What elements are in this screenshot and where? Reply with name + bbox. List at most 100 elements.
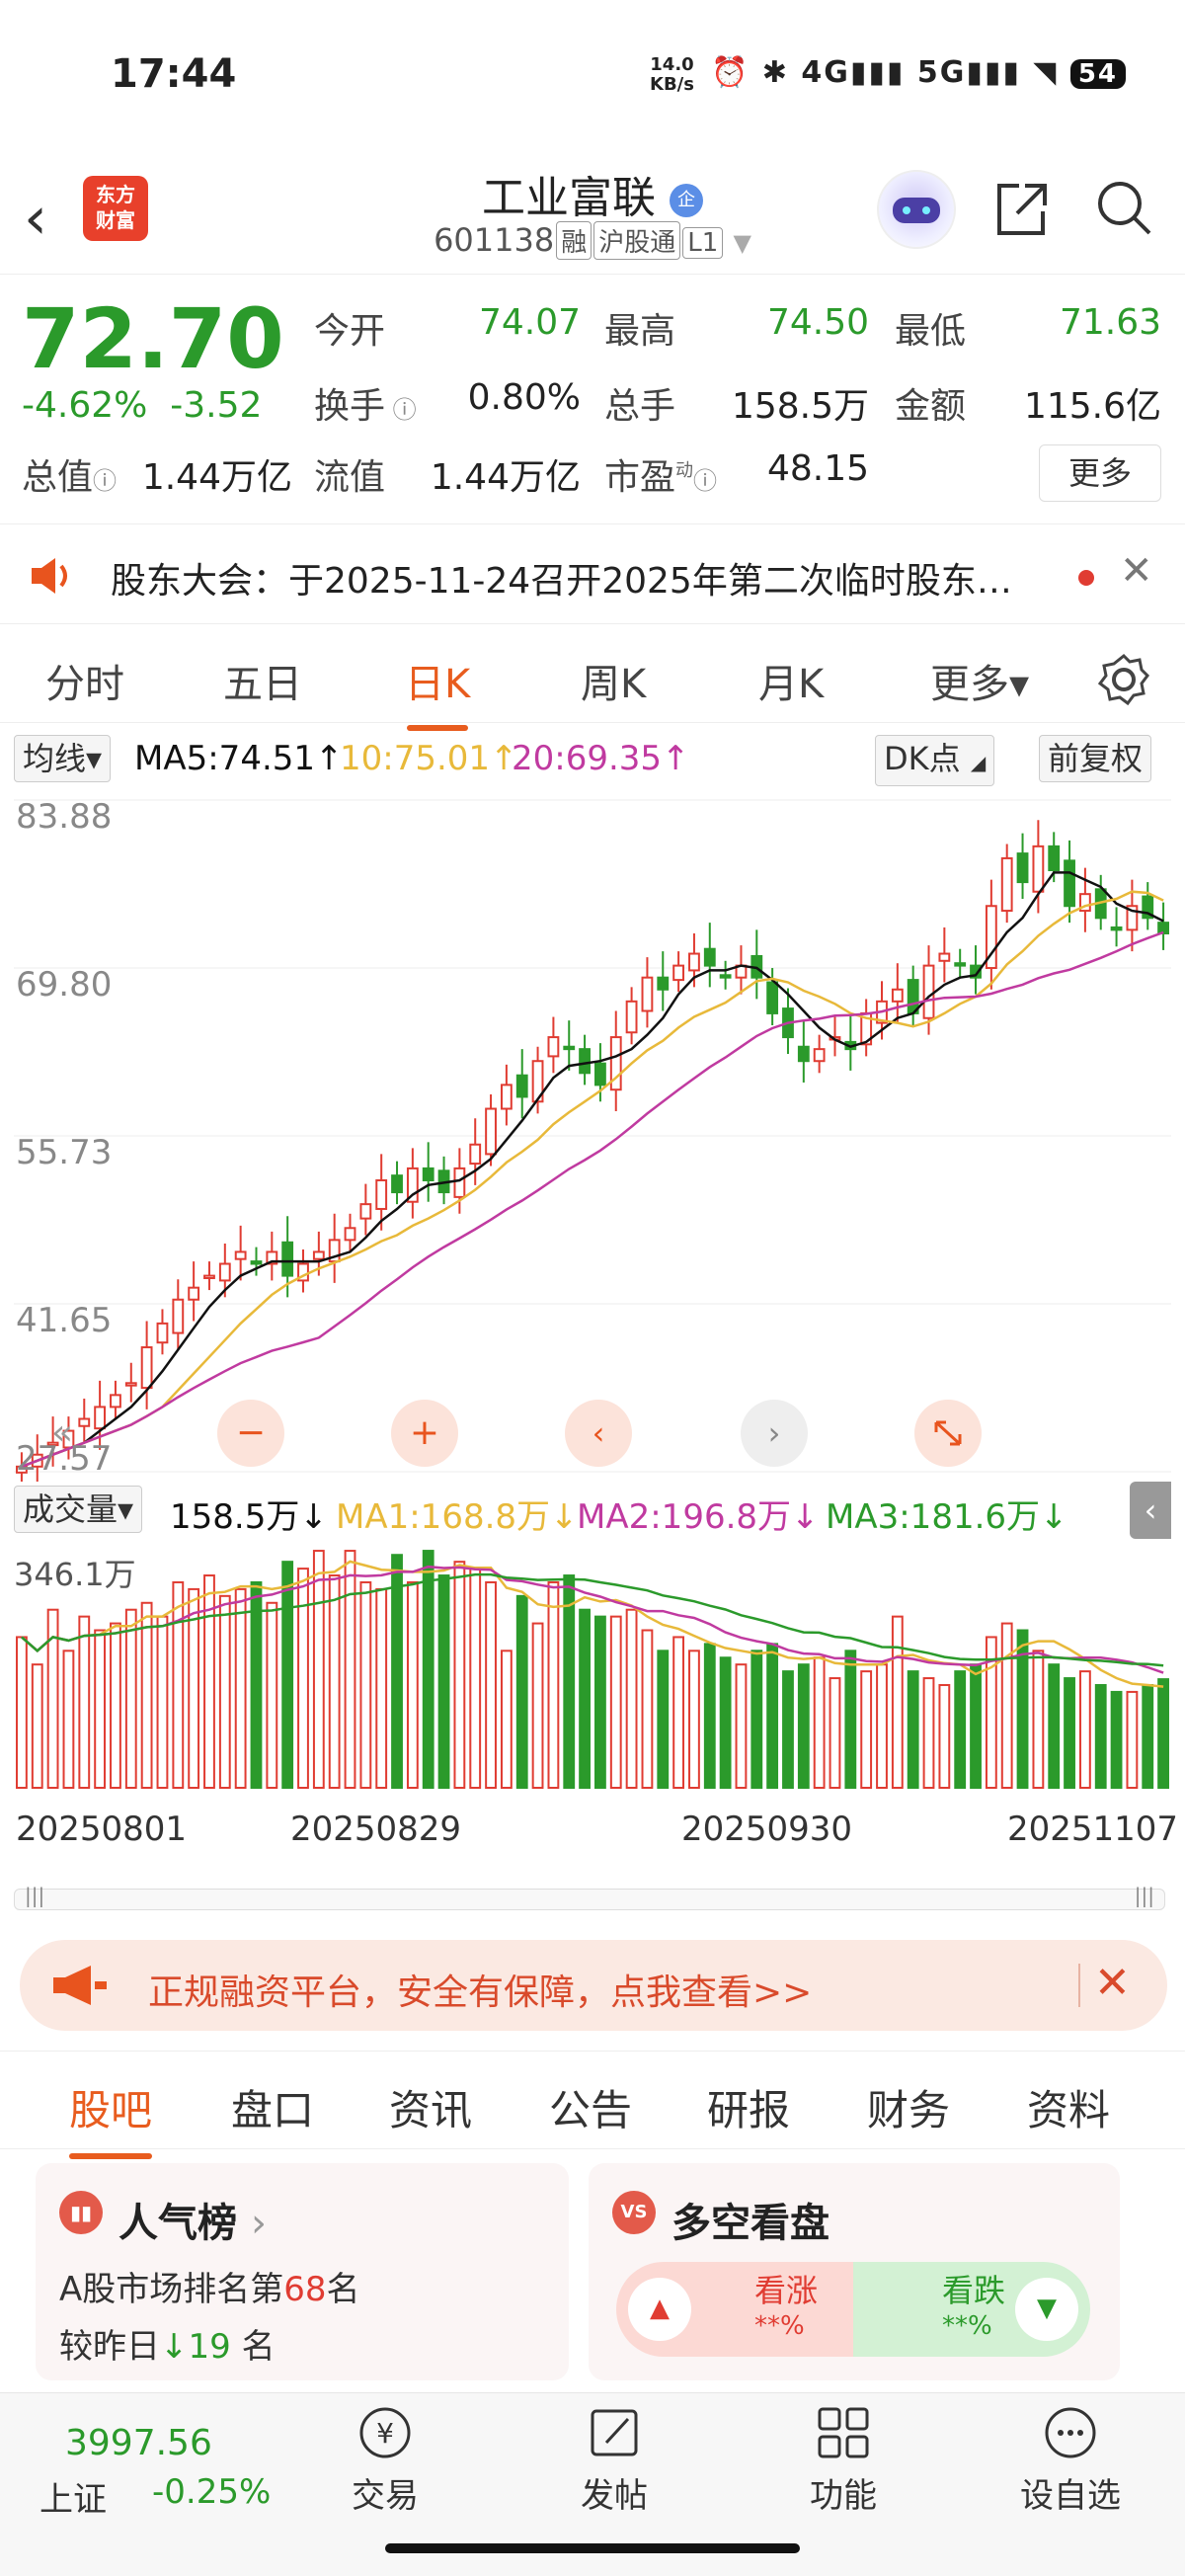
tab-weekly-k[interactable]: 周K: [581, 662, 647, 707]
candle-body: [110, 1394, 121, 1409]
signal-icons: ⏰ ✱ 4G▮▮▮ 5G▮▮▮ ◥: [710, 55, 1059, 90]
candle-body: [453, 1167, 466, 1198]
long-short-title: 多空看盘: [672, 2201, 830, 2246]
candle-body: [547, 1036, 560, 1058]
candle-body: [531, 1060, 544, 1103]
vote-up-button[interactable]: ▲: [628, 2278, 691, 2341]
volume-bar: [266, 1601, 278, 1789]
candle-body: [938, 952, 951, 962]
volume-bar: [813, 1656, 826, 1789]
gear-icon[interactable]: [1096, 652, 1151, 707]
collapse-panel-icon[interactable]: ‹: [1130, 1482, 1171, 1539]
popularity-card[interactable]: ▮▮ 人气榜 › A股市场排名第68名 较昨日↓19 名: [36, 2163, 569, 2380]
volume-bar: [124, 1608, 137, 1789]
tab-announcements[interactable]: 公告: [549, 2086, 633, 2134]
index-value[interactable]: 3997.56: [65, 2423, 212, 2463]
share-icon[interactable]: [989, 178, 1053, 241]
nav-functions[interactable]: 功能: [774, 2403, 912, 2517]
volume-bar: [422, 1550, 434, 1789]
high-label: 最高: [604, 311, 676, 352]
more-quote-button[interactable]: 更多: [1039, 444, 1161, 502]
index-name[interactable]: 上证: [40, 2480, 107, 2520]
candle-body: [250, 1260, 263, 1265]
chart-controls: − + ‹ › «: [51, 1400, 982, 1467]
candle-body: [94, 1406, 107, 1430]
volume-bar: [515, 1594, 528, 1790]
candle-body: [891, 988, 904, 1003]
tab-intraday[interactable]: 分时: [45, 662, 124, 707]
adjust-select[interactable]: 前复权: [1039, 735, 1152, 782]
home-indicator[interactable]: [385, 2543, 800, 2553]
candle-body: [391, 1174, 403, 1194]
tab-daily-k[interactable]: 日K: [405, 652, 470, 731]
tab-monthly-k[interactable]: 月K: [758, 662, 825, 707]
scroll-left-button[interactable]: [565, 1400, 632, 1467]
tab-five-day[interactable]: 五日: [223, 662, 302, 707]
volume-label: 总手: [604, 386, 676, 427]
volume-bar: [297, 1568, 309, 1789]
nav-post[interactable]: 发帖: [545, 2403, 683, 2517]
promo-banner[interactable]: 正规融资平台，安全有保障，点我查看>> ✕: [20, 1940, 1167, 2031]
dk-point-button[interactable]: DK点 ◢: [875, 735, 995, 786]
tab-orderbook[interactable]: 盘口: [231, 2086, 315, 2134]
up-value: **%: [754, 2311, 805, 2341]
grid-icon: [818, 2407, 869, 2458]
search-icon[interactable]: [1092, 176, 1155, 239]
low-value: 71.63: [1059, 302, 1161, 343]
candle-body: [563, 1045, 576, 1051]
zoom-in-button[interactable]: [391, 1400, 458, 1467]
close-notice-icon[interactable]: ✕: [1120, 548, 1153, 594]
tab-research[interactable]: 研报: [707, 2086, 791, 2134]
ma10-value: 10:75.01↑: [340, 739, 518, 778]
vol-ma3: MA3:181.6万↓: [826, 1497, 1068, 1537]
back-arrow-icon[interactable]: ‹: [24, 184, 47, 253]
vote-down-button[interactable]: ▼: [1015, 2278, 1078, 2341]
tab-news[interactable]: 资讯: [389, 2086, 473, 2134]
volume-select[interactable]: 成交量▾: [14, 1486, 143, 1533]
tab-financials[interactable]: 财务: [867, 2086, 951, 2134]
volume-bar: [609, 1615, 622, 1790]
close-promo-icon[interactable]: ✕: [1094, 1958, 1131, 2008]
index-change[interactable]: -0.25%: [152, 2472, 272, 2512]
vote-bar: ▲ 看涨 **% 看跌 **% ▼: [616, 2262, 1090, 2357]
candle-body: [203, 1274, 215, 1280]
pe-value: 48.15: [766, 448, 869, 489]
candle-body: [1110, 926, 1123, 931]
tab-forum[interactable]: 股吧: [69, 2077, 153, 2159]
volume-legend: 成交量▾ 158.5万↓ MA1:168.8万↓ MA2:196.8万↓ MA3…: [0, 1482, 1185, 1541]
float-cap-label: 流值: [314, 457, 386, 498]
scroll-right-button[interactable]: [741, 1400, 808, 1467]
date-label: 20250801: [16, 1810, 188, 1849]
candle-body: [609, 1036, 622, 1091]
notice-bar[interactable]: 股东大会：于2025-11-24召开2025年第二次临时股东… ✕: [0, 523, 1185, 624]
volume-bar: [359, 1580, 372, 1790]
candle-body: [1000, 856, 1013, 913]
down-label: 看跌: [942, 2272, 1006, 2309]
network-speed: 14.0 KB/s: [650, 54, 694, 95]
tab-profile[interactable]: 资料: [1027, 2086, 1111, 2134]
tag-level: L1: [682, 227, 724, 259]
tab-more[interactable]: 更多▾: [930, 662, 1030, 707]
nav-add-watchlist[interactable]: 设自选: [1001, 2403, 1140, 2517]
volume-bar: [672, 1636, 685, 1789]
volume-bar: [829, 1677, 841, 1789]
volume-bar: [797, 1663, 810, 1789]
volume-bar: [1142, 1683, 1154, 1790]
volume-bar: [156, 1615, 169, 1790]
volume-bar: [1078, 1670, 1091, 1789]
candle-body: [657, 976, 670, 991]
nav-trade[interactable]: ¥ 交易: [316, 2403, 454, 2517]
indicator-select[interactable]: 均线▾: [14, 735, 112, 782]
assistant-avatar[interactable]: [877, 170, 956, 249]
candle-body: [1126, 905, 1139, 931]
volume-bar: [719, 1656, 732, 1789]
candle-body: [719, 974, 732, 979]
ma-legend: 均线▾ MA5:74.51↑ 10:75.01↑ 20:69.35↑ DK点 ◢…: [0, 731, 1185, 786]
zoom-out-button[interactable]: [217, 1400, 284, 1467]
long-short-card[interactable]: VS 多空看盘 ▲ 看涨 **% 看跌 **% ▼: [589, 2163, 1120, 2380]
kline-chart[interactable]: 83.88 69.80 55.73 41.65 27.57 − + ‹ › «: [0, 790, 1185, 1482]
volume-chart[interactable]: 346.1万: [0, 1541, 1185, 1798]
candle-body: [469, 1143, 482, 1166]
volume-bar: [1157, 1678, 1169, 1789]
chart-scrollbar[interactable]: ||| |||: [14, 1884, 1165, 1910]
